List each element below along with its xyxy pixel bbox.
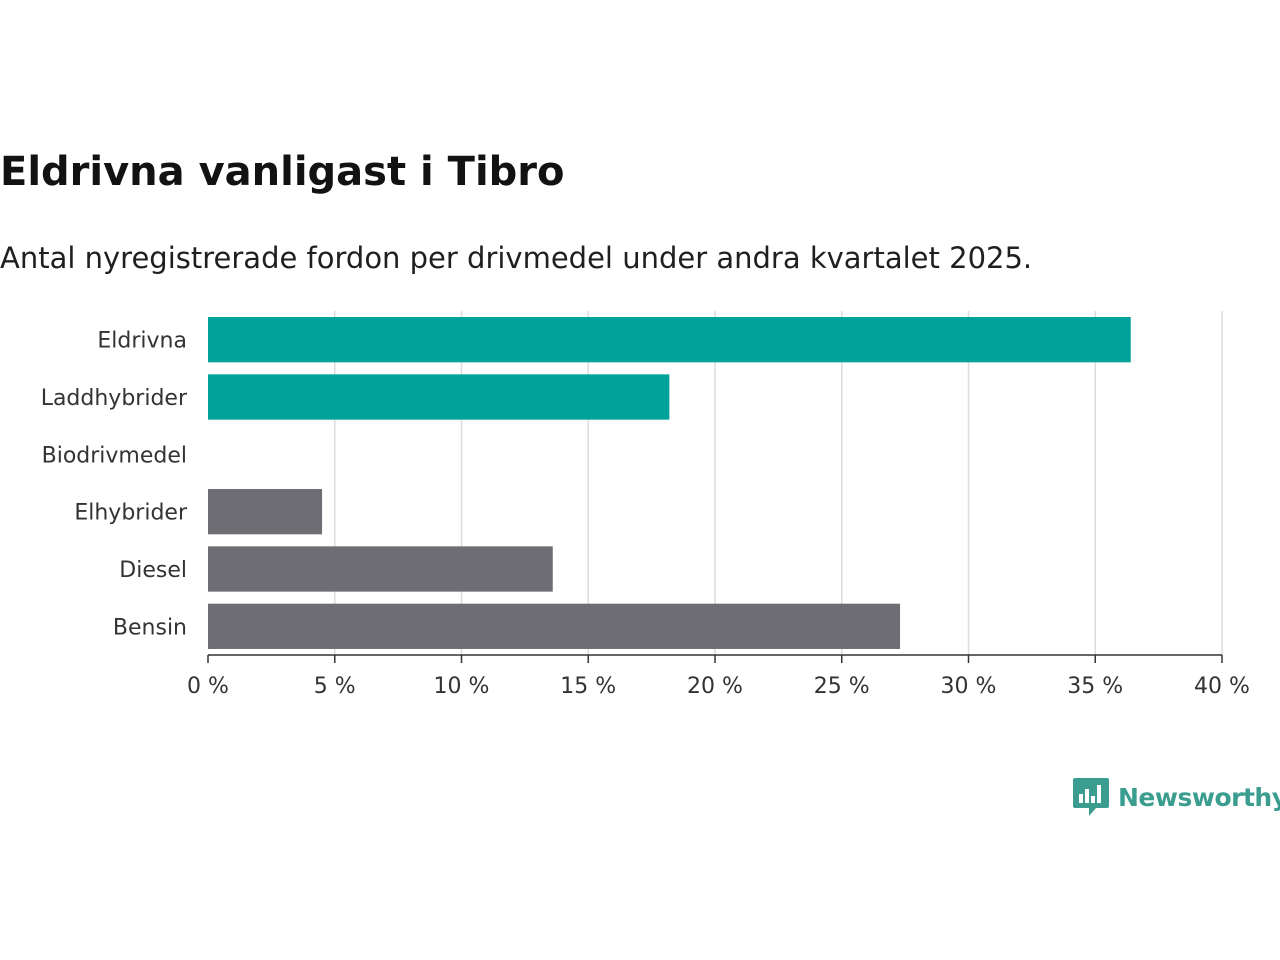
x-tick-label: 15 % — [560, 674, 616, 699]
category-label-laddhybrider: Laddhybrider — [41, 386, 188, 411]
chart-title: Eldrivna vanligast i Tibro — [0, 149, 565, 195]
bar-elhybrider — [208, 489, 323, 535]
gridlines — [334, 311, 1223, 655]
x-axis-ticks: 0 % 5 % 10 % 15 % 20 % 25 % 30 % 35 % 40 % — [187, 655, 1250, 699]
bar-eldrivna — [208, 317, 1131, 363]
category-label-diesel: Diesel — [119, 558, 187, 583]
bar-bensin — [208, 603, 901, 649]
category-label-eldrivna: Eldrivna — [97, 329, 187, 354]
x-tick-label: 20 % — [687, 674, 743, 699]
newsworthy-logo-text: Newsworthy — [1118, 782, 1280, 812]
y-axis-labels: Eldrivna Laddhybrider Biodrivmedel Elhybrid… — [41, 329, 188, 641]
newsworthy-logo: Newsworthy — [1072, 776, 1280, 818]
x-tick-label: 25 % — [814, 674, 870, 699]
x-tick-label: 30 % — [941, 674, 997, 699]
bar-laddhybrider — [208, 374, 670, 420]
category-label-biodrivmedel: Biodrivmedel — [42, 443, 187, 468]
x-tick-label: 35 % — [1067, 674, 1123, 699]
x-tick-label: 5 % — [314, 674, 356, 699]
category-label-elhybrider: Elhybrider — [74, 501, 188, 526]
x-tick-label: 0 % — [187, 674, 229, 699]
chart-subtitle: Antal nyregistrerade fordon per drivmede… — [0, 241, 1033, 275]
bars — [208, 317, 1131, 649]
x-tick-label: 40 % — [1194, 674, 1250, 699]
category-label-bensin: Bensin — [113, 615, 187, 640]
x-tick-label: 10 % — [434, 674, 490, 699]
newsworthy-logo-icon — [1073, 778, 1109, 816]
bar-diesel — [208, 546, 553, 592]
